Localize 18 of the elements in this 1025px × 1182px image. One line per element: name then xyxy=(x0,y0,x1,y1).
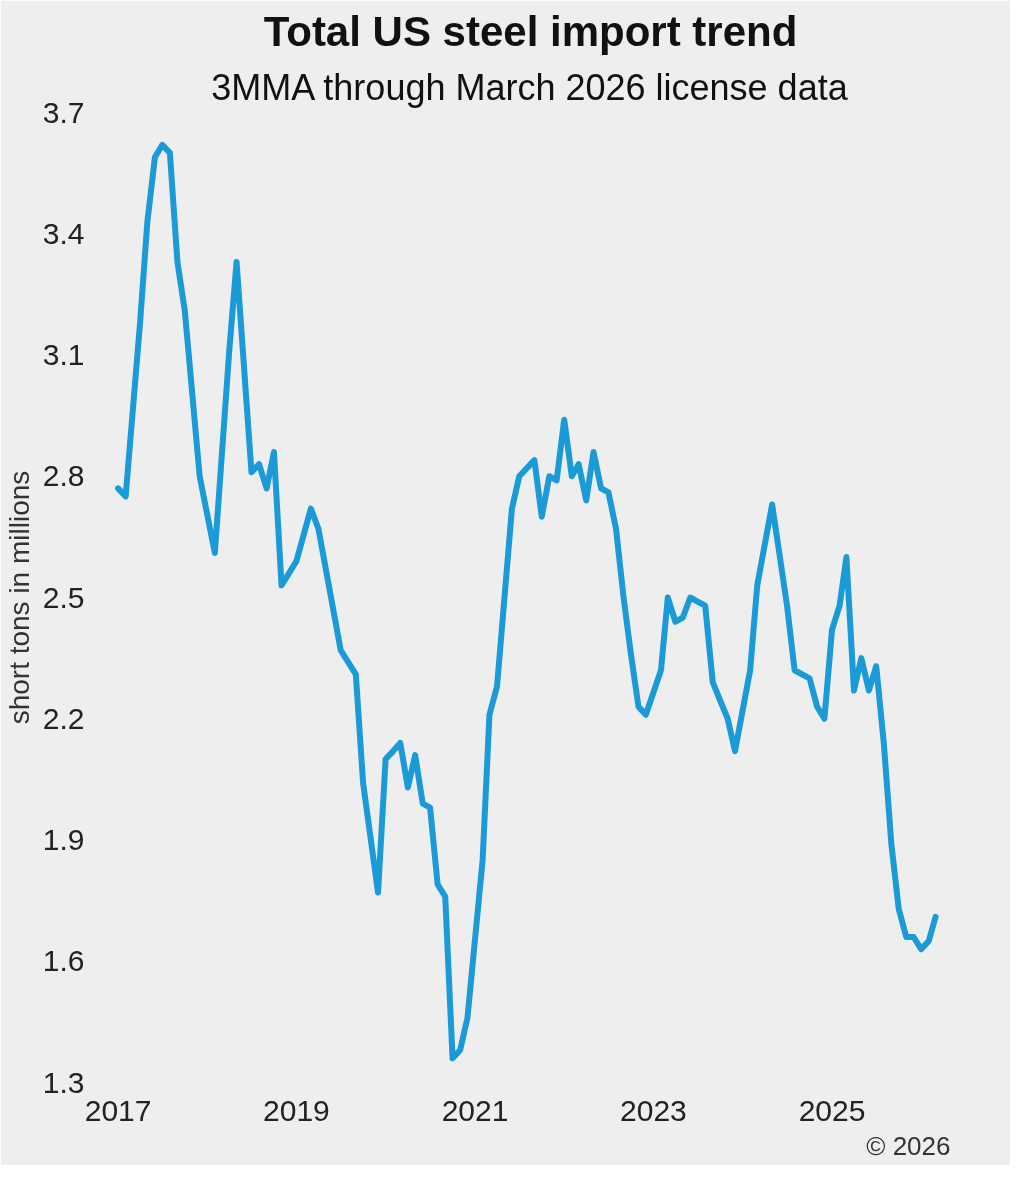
y-tick-label: 1.6 xyxy=(42,944,85,978)
y-tick-label: 3.1 xyxy=(42,338,85,371)
y-tick-label: 1.9 xyxy=(42,823,85,856)
x-tick-label: 2021 xyxy=(441,1093,509,1127)
x-tick-label: 2017 xyxy=(84,1093,152,1127)
text: © 2026 xyxy=(866,1130,951,1161)
y-tick-label: 2.5 xyxy=(42,580,85,614)
x-tick-label: 2025 xyxy=(798,1093,866,1127)
chart-subtitle: 3MMA through March 2026 license data xyxy=(211,66,849,108)
chart-title: Total US steel import trend xyxy=(263,7,798,55)
y-tick-label: 1.3 xyxy=(42,1065,85,1099)
y-tick-label: 2.8 xyxy=(42,459,85,493)
y-tick-label: 3.4 xyxy=(42,216,85,250)
y-tick-label: 3.7 xyxy=(42,95,85,129)
y-axis-title: short tons in millions xyxy=(3,470,35,725)
y-tick-label: 2.2 xyxy=(42,701,85,735)
x-tick-label: 2023 xyxy=(620,1093,687,1127)
x-tick-label: 2019 xyxy=(263,1093,330,1127)
